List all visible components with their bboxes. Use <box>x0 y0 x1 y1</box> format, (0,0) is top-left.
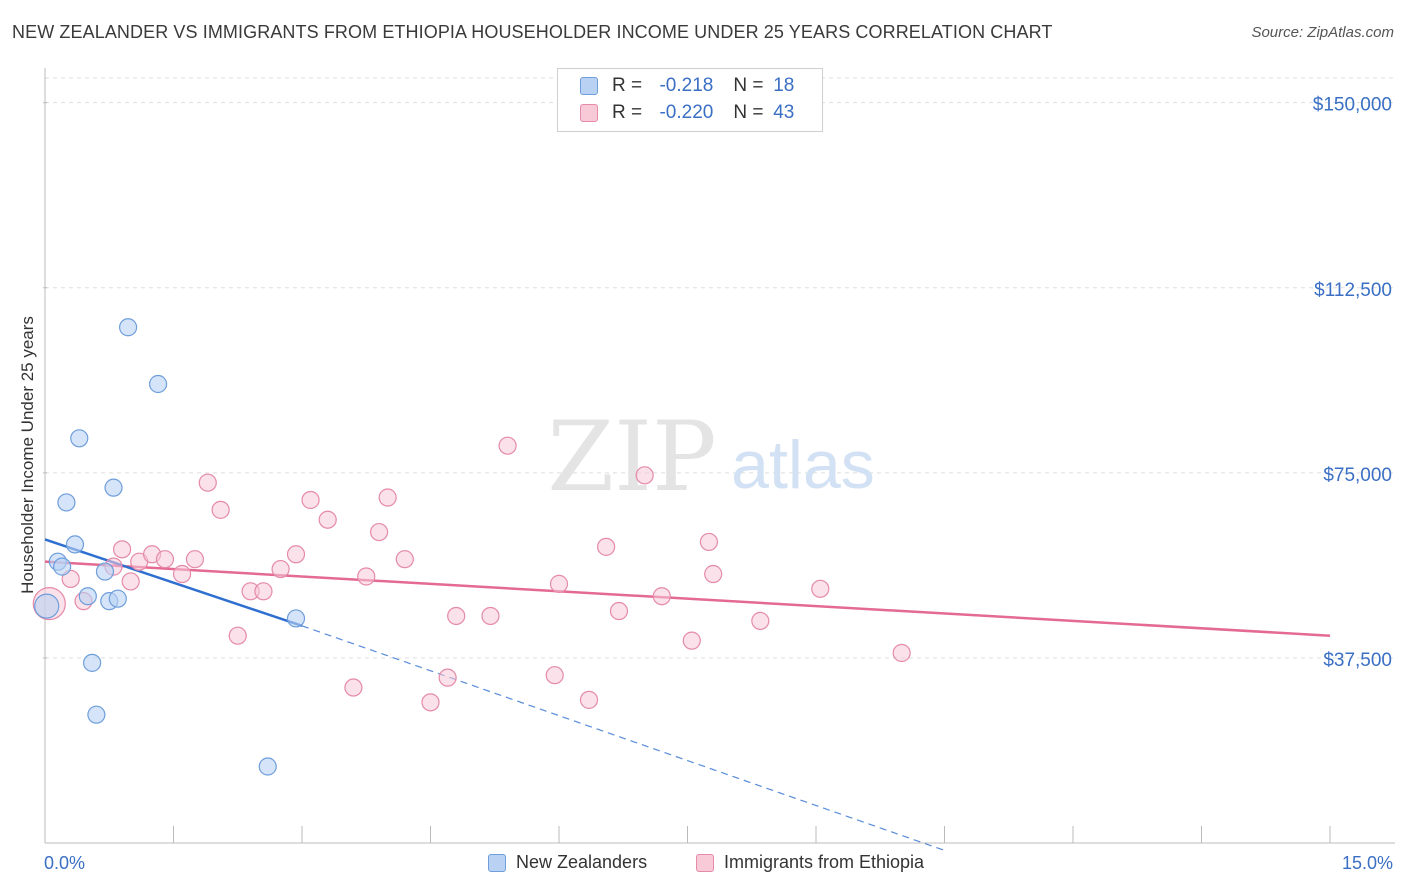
ethiopia-point <box>635 466 654 485</box>
new-zealander-point <box>53 557 72 576</box>
y-axis-label: Householder Income Under 25 years <box>18 316 37 594</box>
ethiopia-point <box>579 690 599 709</box>
new-zealander-point <box>78 587 97 606</box>
n-value: 43 <box>773 102 795 123</box>
r-value: -0.218 <box>659 75 714 96</box>
ethiopia-point <box>172 564 192 584</box>
watermark: ZIP atlas <box>547 401 874 513</box>
new-zealander-point <box>87 705 106 724</box>
n-value: 18 <box>773 75 795 96</box>
y-tick-label: $37,500 <box>1323 650 1392 671</box>
new-zealander-point <box>258 757 277 776</box>
ethiopia-point <box>286 545 306 564</box>
ethiopia-point <box>597 537 616 556</box>
ethiopia-point <box>357 567 376 586</box>
ethiopia-point <box>481 606 500 626</box>
new-zealander-point <box>57 493 76 512</box>
n-label: N = <box>733 75 764 96</box>
ethiopia-point <box>121 572 140 591</box>
r-label: R = <box>612 102 643 123</box>
ethiopia-point <box>228 626 247 645</box>
ethiopia-point <box>447 606 466 626</box>
r-value: -0.220 <box>659 102 714 123</box>
ethiopia-point <box>112 540 132 559</box>
x-tick-label: 15.0% <box>1342 853 1393 873</box>
ethiopia-point <box>682 631 701 650</box>
ethiopia-point <box>704 564 723 584</box>
ethiopia-point <box>421 693 440 712</box>
new-zealander-point <box>108 589 127 608</box>
ethiopia-point <box>211 500 230 519</box>
legend-item-ethiopia[interactable]: Immigrants from Ethiopia <box>696 852 924 873</box>
stats-legend: R = -0.218 N = 18 R = -0.220 N = 43 <box>557 68 823 132</box>
watermark-atlas: atlas <box>731 427 875 503</box>
axis-layer <box>43 68 1395 844</box>
ethiopia-point <box>395 550 414 569</box>
ethiopia-point <box>271 559 290 579</box>
n-label: N = <box>733 102 764 123</box>
ethiopia-point <box>198 473 217 492</box>
new-zealander-point <box>34 593 60 619</box>
ethiopia-point <box>609 601 629 621</box>
new-zealander-trend-extension <box>301 625 945 851</box>
tick-labels: $37,500 $75,000 $112,500 $150,000 0.0% 15.0% <box>44 95 1393 873</box>
ethiopia-trend-line <box>44 560 1331 637</box>
new-zealander-point <box>286 609 306 628</box>
y-tick-label: $112,500 <box>1314 280 1392 301</box>
legend-label: New Zealanders <box>516 852 648 872</box>
series-legend: New Zealanders Immigrants from Ethiopia <box>0 852 1406 878</box>
ethiopia-point <box>545 666 564 685</box>
legend-item-new-zealanders[interactable]: New Zealanders <box>488 852 647 873</box>
ethiopia-point <box>811 579 830 598</box>
new-zealander-trend-line <box>44 538 303 628</box>
ethiopia-point <box>652 587 671 606</box>
ethiopia-point <box>301 490 320 510</box>
source-label: Source: ZipAtlas.com <box>1251 24 1394 41</box>
new-zealander-point <box>70 429 89 448</box>
watermark-zip: ZIP <box>547 401 716 513</box>
new-zealander-point <box>83 653 102 672</box>
new-zealander-point <box>95 562 115 581</box>
blue-swatch-icon <box>580 77 598 95</box>
chart-title: NEW ZEALANDER VS IMMIGRANTS FROM ETHIOPI… <box>12 22 1053 42</box>
ethiopia-point <box>318 510 337 529</box>
new-zealander-point <box>118 318 138 337</box>
blue-swatch-icon <box>488 853 506 872</box>
pink-swatch-icon <box>696 853 714 872</box>
ethiopia-point <box>751 611 770 631</box>
points-layer <box>32 318 911 776</box>
ethiopia-point <box>155 550 175 569</box>
ethiopia-point <box>498 436 517 455</box>
y-tick-label: $75,000 <box>1323 465 1392 486</box>
legend-label: Immigrants from Ethiopia <box>724 852 925 872</box>
ethiopia-point <box>699 532 719 552</box>
r-label: R = <box>612 75 643 96</box>
new-zealander-point <box>148 374 168 394</box>
x-tick-label: 0.0% <box>44 853 85 873</box>
ethiopia-point <box>370 522 389 542</box>
ethiopia-point <box>892 643 911 663</box>
ethiopia-point <box>549 574 569 593</box>
ethiopia-point <box>344 678 363 697</box>
ethiopia-point <box>378 488 397 507</box>
trend-layer <box>44 538 1331 851</box>
y-tick-label: $150,000 <box>1313 95 1392 116</box>
ethiopia-point <box>254 582 273 601</box>
new-zealander-point <box>104 478 123 497</box>
stats-row-new-zealanders: R = -0.218 N = 18 <box>580 74 799 98</box>
ethiopia-point <box>61 569 80 589</box>
stats-row-ethiopia: R = -0.220 N = 43 <box>580 101 799 125</box>
pink-swatch-icon <box>580 104 598 122</box>
new-zealander-point <box>65 535 85 554</box>
ethiopia-point <box>185 550 205 569</box>
ethiopia-point <box>438 668 457 687</box>
